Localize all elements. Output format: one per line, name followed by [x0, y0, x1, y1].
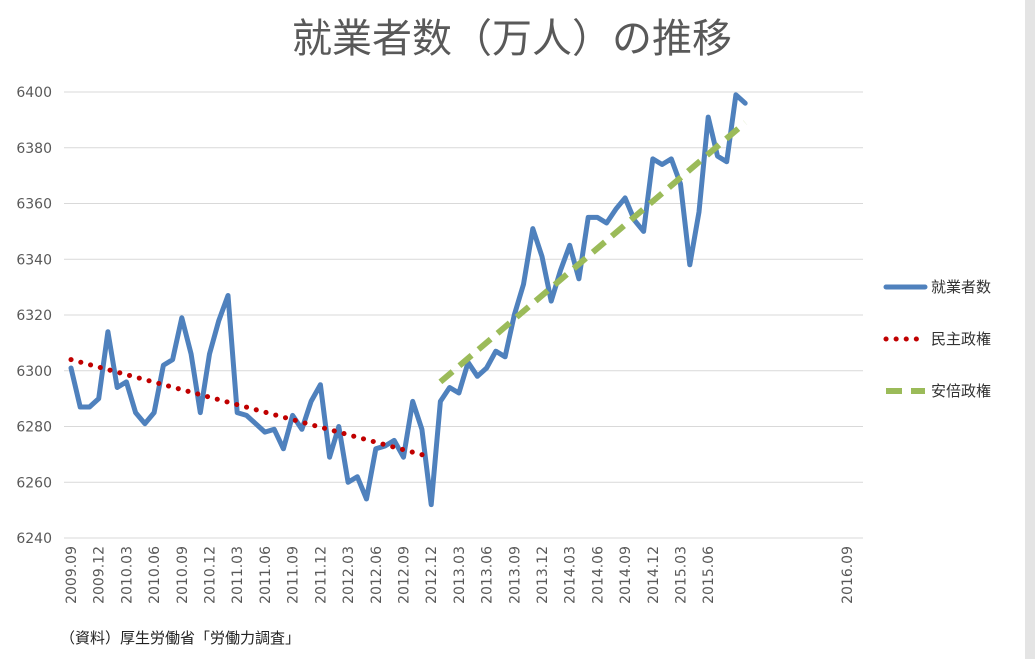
legend-label-1: 就業者数 — [931, 278, 991, 296]
y-tick-label: 6320 — [16, 308, 52, 324]
x-tick-label: 2010.06 — [147, 546, 163, 604]
frame-edge — [1025, 0, 1035, 659]
series-line-1 — [68, 92, 748, 508]
legend-label-2: 民主政権 — [931, 330, 991, 348]
y-tick-label: 6380 — [16, 141, 52, 157]
grid — [64, 91, 863, 539]
y-tick-label: 6280 — [16, 420, 52, 436]
x-tick-label: 2011.03 — [230, 546, 246, 604]
x-tick-label: 2010.03 — [119, 546, 135, 604]
series-line-3 — [438, 120, 748, 385]
x-tick-label: 2012.06 — [369, 546, 385, 604]
y-tick-label: 6400 — [16, 85, 52, 101]
x-tick-label: 2015.03 — [674, 546, 690, 604]
x-tick-label: 2011.09 — [286, 546, 302, 604]
x-tick-label: 2012.09 — [396, 546, 412, 604]
x-tick-label: 2014.09 — [618, 546, 634, 604]
x-tick-label: 2014.03 — [563, 546, 579, 604]
chart-title: 就業者数（万人）の推移 — [292, 16, 732, 62]
y-axis-ticks: 6240 6260 6280 6300 6320 6340 6360 6380 6400 — [16, 85, 52, 547]
series-line-2 — [68, 357, 434, 460]
x-tick-label: 2009.12 — [92, 546, 108, 604]
y-tick-label: 6260 — [16, 475, 52, 491]
y-tick-label: 6300 — [16, 364, 52, 380]
x-tick-label: 2009.09 — [64, 546, 80, 604]
x-tick-label: 2012.03 — [341, 546, 357, 604]
x-tick-label: 2015.06 — [701, 546, 717, 604]
x-tick-label: 2010.12 — [203, 546, 219, 604]
x-tick-label: 2013.06 — [480, 546, 496, 604]
y-tick-label: 6240 — [16, 531, 52, 547]
x-tick-label: 2014.06 — [590, 546, 606, 604]
y-tick-label: 6340 — [16, 252, 52, 268]
legend-label-3: 安倍政権 — [931, 382, 991, 400]
x-tick-label: 2014.12 — [646, 546, 662, 604]
x-axis-ticks: 2009.09 2009.12 2010.03 2010.06 2010.09 2010.… — [64, 546, 856, 604]
source-note: （資料）厚生労働省「労働力調査」 — [60, 629, 300, 647]
x-tick-label: 2016.09 — [840, 546, 856, 604]
x-tick-label: 2010.09 — [175, 546, 191, 604]
series-layer — [68, 92, 748, 508]
x-tick-label: 2013.09 — [507, 546, 523, 604]
x-tick-label: 2011.12 — [313, 546, 329, 604]
x-tick-label: 2011.06 — [258, 546, 274, 604]
y-tick-label: 6360 — [16, 197, 52, 213]
x-tick-label: 2013.03 — [452, 546, 468, 604]
x-tick-label: 2013.12 — [535, 546, 551, 604]
x-tick-label: 2012.12 — [424, 546, 440, 604]
